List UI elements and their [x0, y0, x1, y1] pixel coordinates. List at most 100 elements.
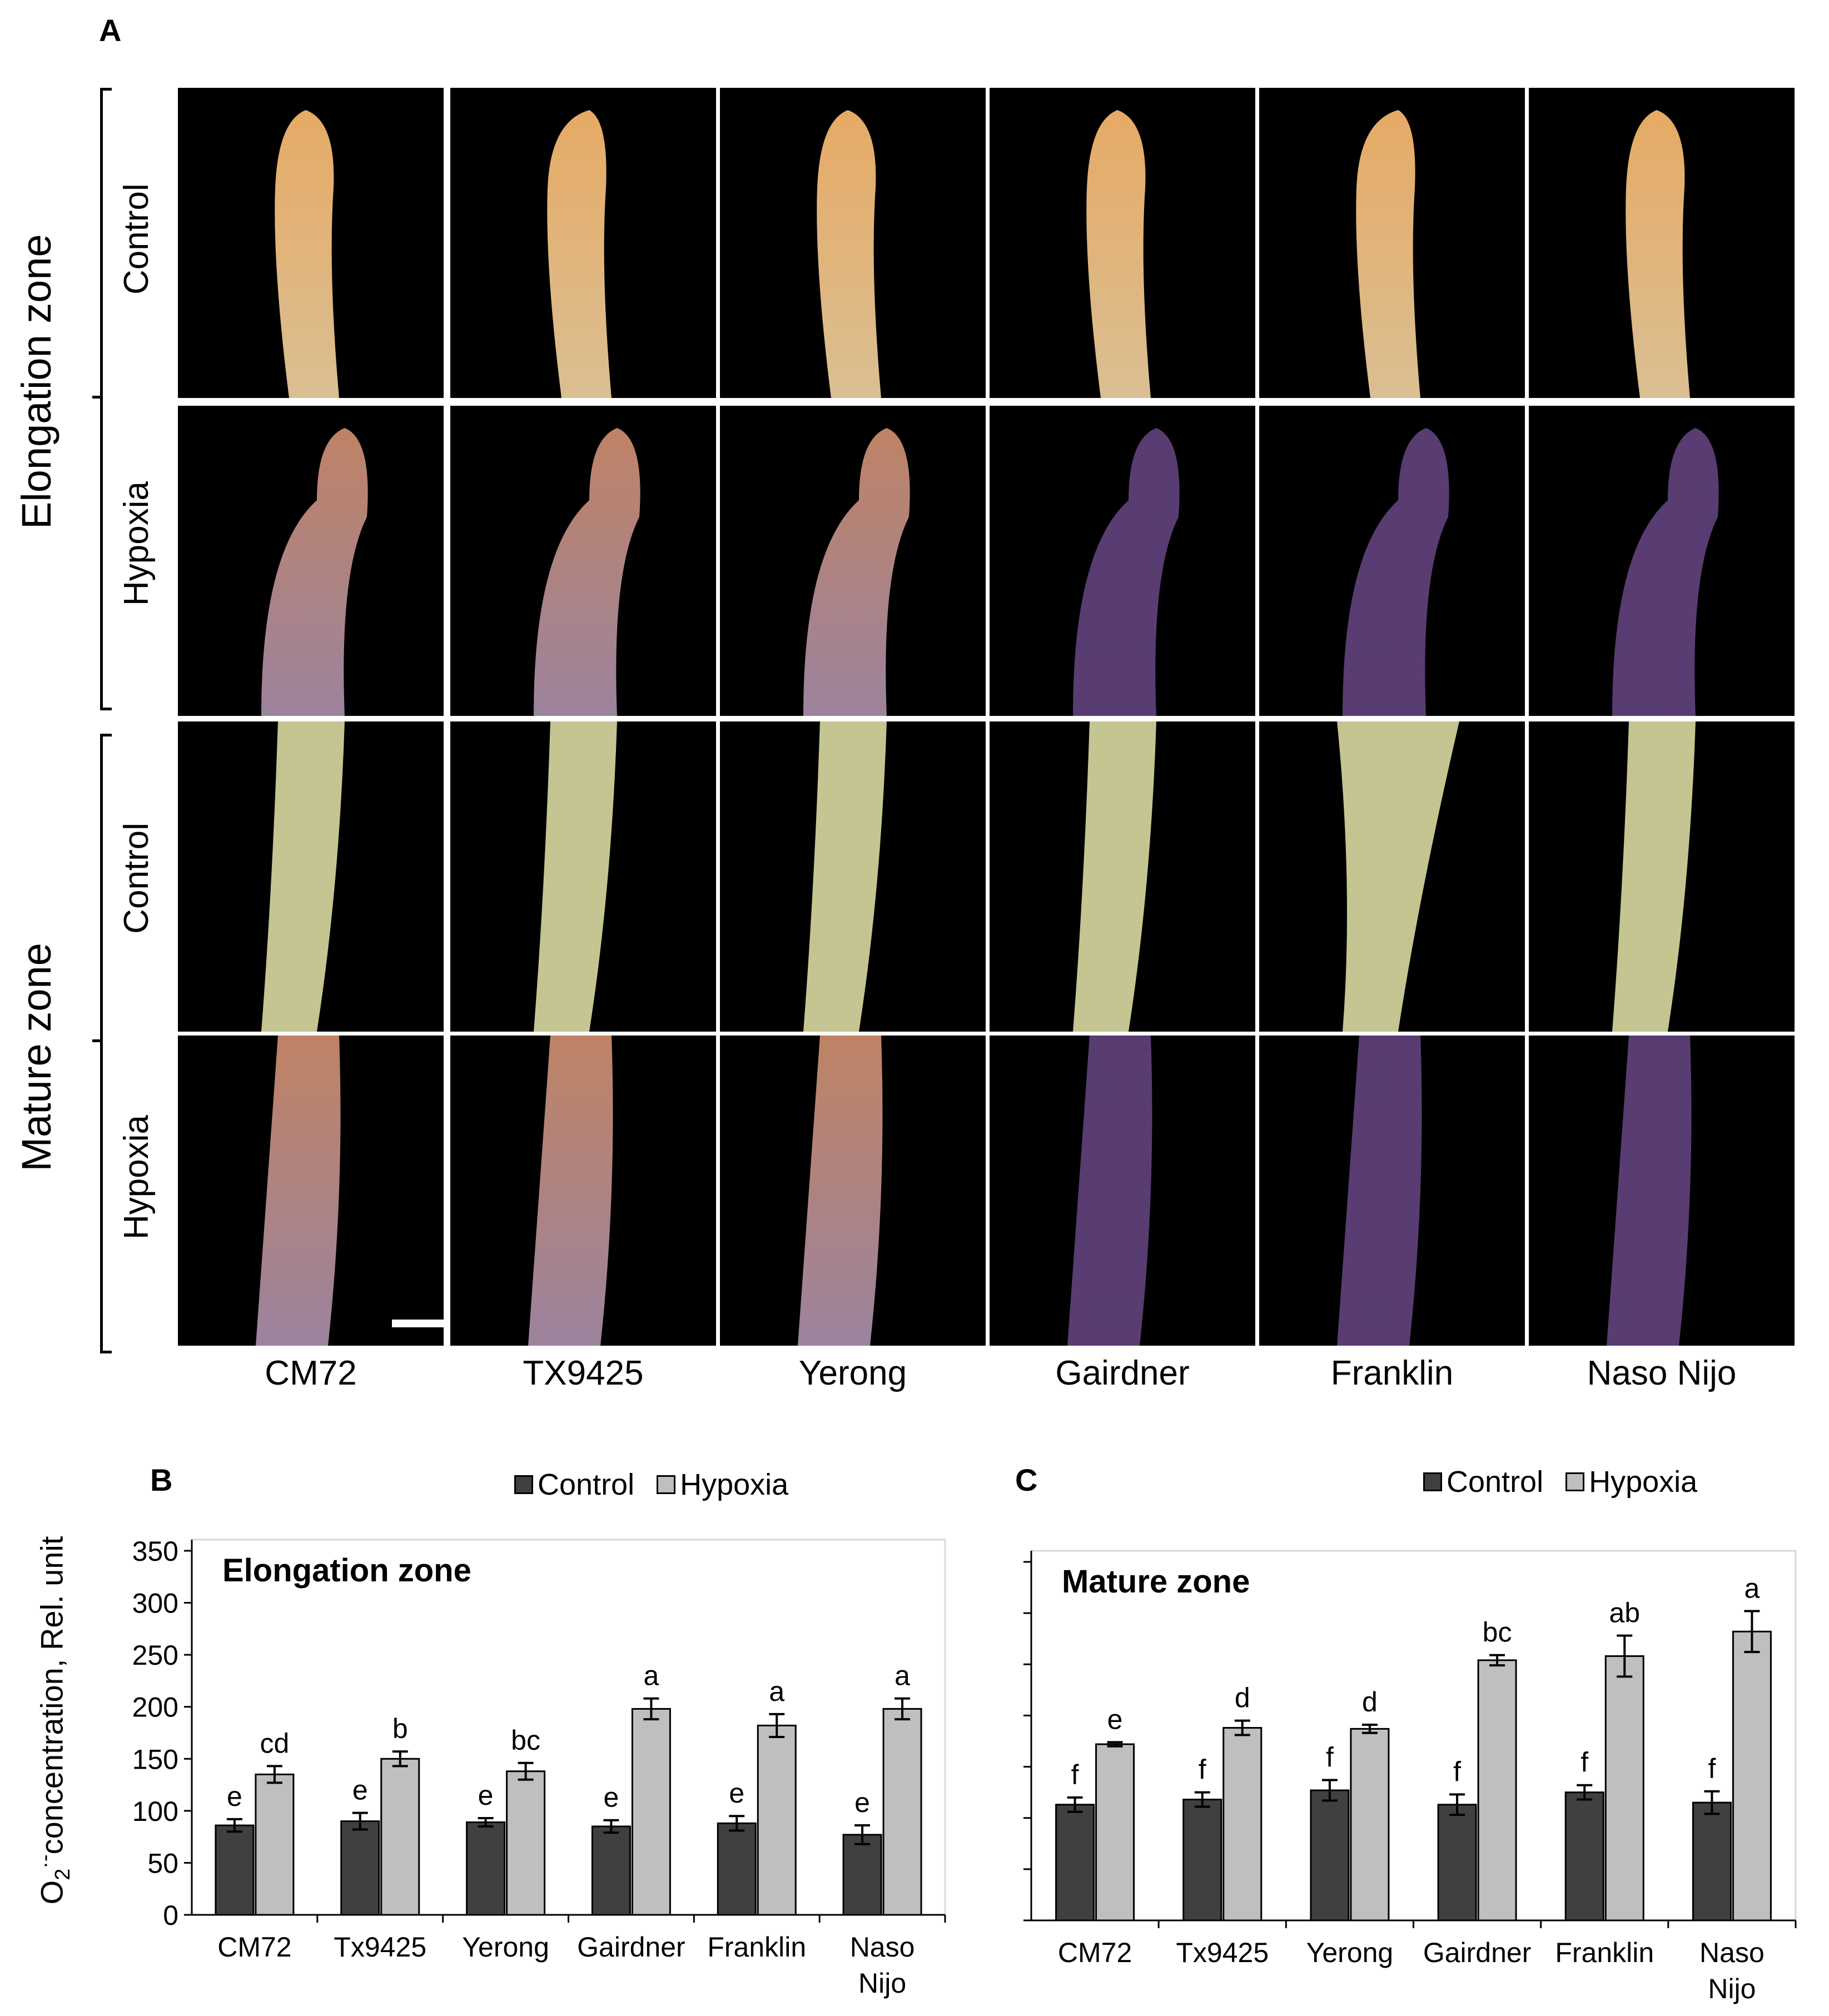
significance-label: f: [1453, 1756, 1461, 1787]
root-image: [261, 721, 345, 1032]
root-image: [803, 721, 887, 1032]
bar-control: [1692, 1801, 1732, 1922]
root-image: [1073, 721, 1156, 1032]
y-tick-label: 250: [132, 1640, 178, 1671]
bar-hypoxia: [882, 1708, 922, 1916]
root-photo-mature-hypoxia-franklin: [1259, 1036, 1525, 1346]
column-label-gairdner: Gairdner: [1055, 1354, 1190, 1392]
root-image: [534, 428, 640, 716]
significance-label: e: [478, 1780, 494, 1811]
bar-hypoxia: [1732, 1630, 1772, 1922]
root-photo-mature-hypoxia-naso-nijo: [1529, 1036, 1795, 1346]
chart-mature: Mature zonefeCM72fdTx9425fdYerongfbcGair…: [1023, 1550, 1797, 2004]
x-tick-label: Naso: [1699, 1937, 1765, 1968]
significance-label: a: [769, 1676, 784, 1707]
x-tick-label: Tx9425: [1176, 1937, 1269, 1968]
row-label-elongation-hypoxia: Hypoxia: [117, 481, 156, 606]
significance-label: cd: [260, 1728, 290, 1759]
bar-control: [1310, 1789, 1350, 1922]
y-tick-label: 200: [132, 1692, 178, 1723]
x-tick-label: Nijo: [858, 1968, 906, 1999]
significance-label: f: [1708, 1753, 1716, 1784]
significance-label: d: [1235, 1683, 1250, 1714]
y-tick-label: 100: [132, 1796, 178, 1827]
root-image: [1337, 721, 1459, 1032]
legend-swatch-control: [514, 1475, 533, 1494]
bar-hypoxia: [1095, 1743, 1135, 1922]
root-image: [1626, 110, 1690, 398]
bar-control: [842, 1834, 882, 1916]
root-photo-elongation-control-yerong: [720, 88, 986, 398]
root-image: [528, 1036, 613, 1346]
x-tick-label: Tx9425: [334, 1932, 426, 1963]
chart-title: Elongation zone: [222, 1552, 471, 1589]
y-tick-label: 50: [147, 1848, 178, 1879]
bar-control: [466, 1821, 506, 1916]
y-tick-label: 0: [163, 1900, 178, 1931]
bar-hypoxia: [1222, 1727, 1263, 1922]
root-photo-mature-hypoxia-gairdner: [990, 1036, 1255, 1346]
bar-control: [1182, 1799, 1222, 1922]
bar-hypoxia: [255, 1773, 295, 1916]
bar-hypoxia: [757, 1724, 797, 1916]
legend-label-hypoxia: Hypoxia: [680, 1468, 789, 1501]
root-photo-elongation-hypoxia-cm72: [178, 406, 444, 716]
root-photo-mature-control-cm72: [178, 721, 444, 1032]
root-image: [817, 110, 881, 398]
significance-label: e: [729, 1778, 744, 1809]
root-image: [1067, 1036, 1152, 1346]
root-photo-mature-hypoxia-tx9425: [450, 1036, 716, 1346]
significance-label: ab: [1609, 1597, 1640, 1629]
root-photo-elongation-hypoxia-tx9425: [450, 406, 716, 716]
plot-area: [191, 1539, 946, 1916]
x-tick-label: Nijo: [1708, 1973, 1756, 2004]
column-label-franklin: Franklin: [1330, 1354, 1454, 1392]
legend-item-control: Control: [514, 1467, 634, 1502]
root-photo-elongation-control-cm72: [178, 88, 444, 398]
x-tick-label: Yerong: [1306, 1937, 1394, 1968]
root-image: [275, 110, 339, 398]
panel-label-b: B: [150, 1462, 173, 1497]
root-image: [1607, 1036, 1692, 1346]
x-tick-label: Yerong: [462, 1932, 549, 1963]
root-photo-mature-control-yerong: [720, 721, 986, 1032]
significance-label: f: [1326, 1742, 1334, 1773]
x-tick-label: Gairdner: [577, 1932, 685, 1963]
legend-label-hypoxia: Hypoxia: [1589, 1465, 1698, 1499]
bracket-elongation: [100, 88, 112, 710]
bracket-mature: [100, 734, 112, 1353]
bar-control: [1564, 1791, 1604, 1922]
bar-control: [340, 1820, 380, 1916]
bar-hypoxia: [631, 1708, 671, 1916]
x-tick-label: Franklin: [707, 1932, 806, 1963]
significance-label: b: [392, 1713, 408, 1744]
root-image: [798, 1036, 883, 1346]
root-photo-elongation-control-tx9425: [450, 88, 716, 398]
bracket-tick-mature: [92, 1039, 100, 1042]
x-tick-label: Naso: [850, 1932, 915, 1963]
legend-item-hypoxia: Hypoxia: [657, 1467, 788, 1502]
bar-control: [1437, 1804, 1477, 1922]
bar-hypoxia: [1604, 1655, 1644, 1922]
root-photo-elongation-control-gairdner: [990, 88, 1255, 398]
legend-c: Control Hypoxia: [1423, 1465, 1719, 1499]
bracket-tick-elongation: [92, 396, 100, 399]
root-photo-elongation-hypoxia-franklin: [1259, 406, 1525, 716]
significance-label: e: [227, 1781, 242, 1812]
root-image: [1612, 721, 1696, 1032]
significance-label: d: [1362, 1686, 1378, 1718]
bar-hypoxia: [1350, 1728, 1390, 1922]
x-tick-label: CM72: [217, 1932, 291, 1963]
significance-label: f: [1071, 1759, 1079, 1790]
significance-label: f: [1581, 1747, 1588, 1778]
legend-swatch-control: [1423, 1472, 1442, 1491]
significance-label: e: [352, 1775, 368, 1806]
zone-label-elongation: Elongation zone: [13, 234, 59, 529]
significance-label: e: [604, 1782, 619, 1813]
y-tick-label: 150: [132, 1744, 178, 1775]
significance-label: a: [644, 1660, 659, 1691]
y-tick-label: 350: [132, 1536, 178, 1567]
significance-label: a: [894, 1660, 910, 1691]
legend-item-hypoxia: Hypoxia: [1565, 1465, 1697, 1499]
